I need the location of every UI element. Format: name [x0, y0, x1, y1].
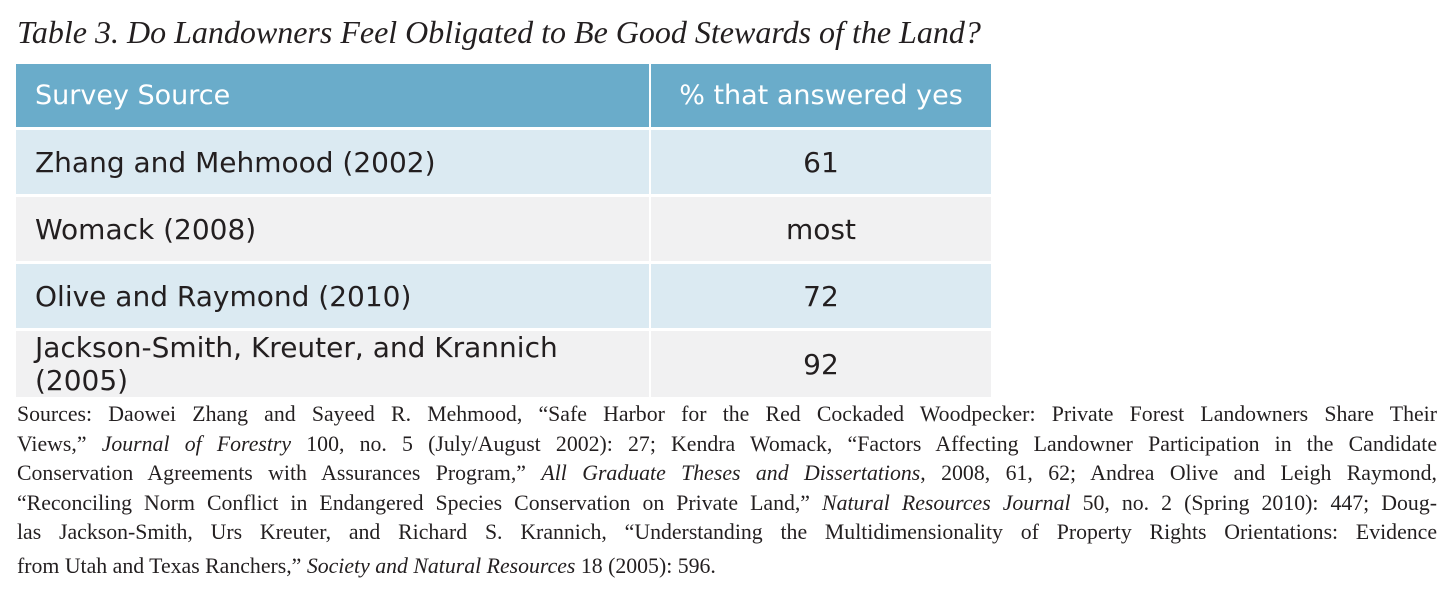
journal-title: Natural Resources Journal [822, 490, 1071, 515]
percent-yes-cell: 61 [650, 128, 991, 197]
sources-text: , 2008, 61, 62; Andrea Olive and Leigh R… [920, 461, 1437, 485]
sources-text: Views,” [17, 431, 87, 456]
sources-text: Sources: Daowei Zhang and Sayeed R. Mehm… [17, 402, 1437, 426]
survey-source-cell: Womack (2008) [16, 195, 651, 264]
sources-text: “Reconciling Norm Conflict in Endangered… [17, 490, 810, 515]
survey-source-cell: Olive and Raymond (2010) [16, 262, 651, 331]
survey-source-cell: Zhang and Mehmood (2002) [16, 128, 651, 197]
table-row: Jackson-Smith, Kreuter, and Krannich (20… [16, 329, 991, 397]
table-title: Table 3. Do Landowners Feel Obligated to… [17, 14, 981, 50]
sources-text: 50, no. 2 (Spring 2010): 447; Doug- [1082, 490, 1437, 515]
sources-line: Views,” Journal of Forestry 100, no. 5 (… [17, 430, 1437, 460]
percent-yes-cell: 92 [650, 329, 991, 397]
sources-text: 18 (2005): 596. [580, 553, 716, 578]
sources-note: Sources: Daowei Zhang and Sayeed R. Mehm… [17, 400, 1437, 581]
table-row: Olive and Raymond (2010) 72 [16, 262, 991, 331]
header-survey-source: Survey Source [16, 64, 651, 130]
survey-table: Survey Source % that answered yes Zhang … [16, 64, 991, 397]
table-row: Womack (2008) most [16, 195, 991, 264]
sources-text: las Jackson-Smith, Urs Kreuter, and Rich… [17, 520, 1437, 544]
percent-yes-cell: 72 [650, 262, 991, 331]
sources-line: las Jackson-Smith, Urs Kreuter, and Rich… [17, 518, 1437, 548]
sources-text: Conservation Agreements with Assurances … [17, 461, 526, 485]
table-row: Zhang and Mehmood (2002) 61 [16, 128, 991, 197]
sources-text: 100, no. 5 (July/August 2002): 27; Kendr… [306, 431, 1437, 456]
journal-title: Journal of Forestry [101, 431, 292, 456]
journal-title: All Graduate Theses and Dissertations [541, 461, 921, 485]
percent-yes-cell: most [650, 195, 991, 264]
table-header-row: Survey Source % that answered yes [16, 64, 991, 130]
sources-text: from Utah and Texas Ranchers,” [17, 553, 302, 578]
journal-title: Society and Natural Resources [306, 553, 576, 578]
survey-source-cell: Jackson-Smith, Kreuter, and Krannich (20… [16, 329, 651, 397]
sources-line: from Utah and Texas Ranchers,” Society a… [17, 552, 1437, 582]
sources-line: Sources: Daowei Zhang and Sayeed R. Mehm… [17, 400, 1437, 430]
sources-line: Conservation Agreements with Assurances … [17, 459, 1437, 489]
header-percent-yes: % that answered yes [650, 64, 991, 130]
sources-line: “Reconciling Norm Conflict in Endangered… [17, 489, 1437, 519]
